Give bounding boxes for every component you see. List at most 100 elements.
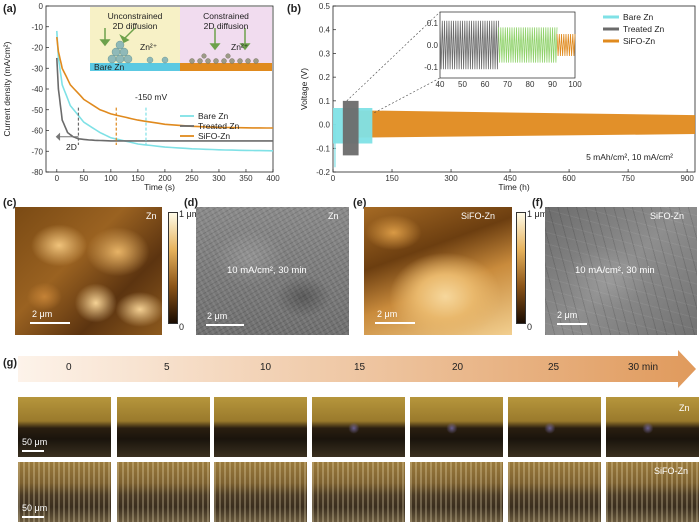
time-arrow-shape — [18, 350, 696, 388]
xtick-label-a: 200 — [158, 174, 172, 183]
label-sifo-f: SiFO-Zn — [650, 211, 685, 221]
ytick-label-a: -60 — [31, 127, 43, 136]
inset-xtick-label: 100 — [568, 80, 582, 89]
inset-xtick-label: 70 — [503, 80, 512, 89]
ytick-label-b: -0.1 — [316, 144, 330, 153]
scalebar-f — [557, 323, 587, 325]
xtick-label-a: 150 — [131, 174, 145, 183]
inset-ytick-label: 0.0 — [427, 41, 439, 50]
scale-d: 2 μm — [207, 311, 228, 321]
inset-schematic-a: Unconstrained 2D diffusion Constrained 2… — [90, 7, 272, 72]
inset-left-base — [90, 63, 180, 71]
ytick-label-b: 0.0 — [319, 121, 331, 130]
frame-sifo — [18, 462, 111, 522]
frame-zn — [214, 397, 307, 457]
colorbar-c-top: 1 μm — [179, 209, 200, 219]
ylabel-b: Voltage (V) — [299, 68, 309, 110]
inset-xtick-label: 90 — [548, 80, 557, 89]
frame-zn — [117, 397, 210, 457]
label-zn-d: Zn — [328, 211, 339, 221]
inset-xtick-label: 80 — [526, 80, 535, 89]
scale-c: 2 μm — [32, 309, 53, 319]
time-label-20: 20 — [452, 362, 464, 373]
inset-ion-left: Zn²⁺ — [140, 42, 158, 52]
frame-sifo — [214, 462, 307, 522]
frame-zn — [410, 397, 503, 457]
scalebar-c — [30, 322, 70, 324]
ytick-label-a: 0 — [39, 2, 44, 11]
colorbar-e — [516, 212, 526, 324]
frame-sifo — [312, 462, 405, 522]
frame-sifo — [606, 462, 699, 522]
xtick-label-b: 150 — [385, 174, 399, 183]
ytick-label-b: 0.1 — [319, 97, 331, 106]
label-2d: 2D — [66, 142, 77, 152]
series-band-treated-zn — [342, 100, 359, 156]
scalebar-g1 — [22, 450, 44, 452]
frame-sifo — [508, 462, 601, 522]
time-arrow — [18, 350, 696, 388]
time-label-10: 10 — [260, 362, 272, 373]
frame-zn — [606, 397, 699, 457]
frame-zn — [508, 397, 601, 457]
arrow-2d-head — [55, 132, 61, 141]
series-line-treated-zn — [56, 57, 273, 142]
panel-label-g: (g) — [3, 357, 18, 369]
colorbar-c-bottom: 0 — [179, 322, 185, 332]
series-line-bare-zn — [56, 30, 274, 152]
frame-zn — [312, 397, 405, 457]
xtick-label-a: 250 — [185, 174, 199, 183]
ytick-label-a: -40 — [31, 85, 43, 94]
ylabel-a: Current density (mA/cm²) — [2, 41, 12, 136]
inset-right-base — [180, 63, 272, 71]
panel-label-f: (f) — [532, 197, 543, 209]
legend-label: SiFO-Zn — [198, 131, 230, 141]
legend-label: Bare Zn — [623, 12, 654, 22]
condition-f: 10 mA/cm², 30 min — [575, 265, 655, 276]
legend-label: Bare Zn — [198, 111, 229, 121]
inset-right-text-1: Constrained — [203, 11, 249, 21]
xtick-label-a: 300 — [212, 174, 226, 183]
time-label-25: 25 — [548, 362, 560, 373]
inset-trace — [498, 27, 558, 63]
colorbar-e-bottom: 0 — [527, 322, 533, 332]
legend-label: Treated Zn — [623, 24, 665, 34]
zn-spheres-left — [107, 40, 169, 64]
xlabel-a: Time (s) — [144, 182, 175, 192]
inset-left-text-1: Unconstrained — [108, 11, 163, 21]
ytick-label-a: -10 — [31, 23, 43, 32]
inset-xtick-label: 40 — [436, 80, 445, 89]
time-label-30: 30 min — [628, 362, 659, 373]
ytick-label-a: -30 — [31, 64, 43, 73]
frame-sifo — [117, 462, 210, 522]
xtick-label-b: 450 — [503, 174, 517, 183]
label-zn-c: Zn — [146, 211, 157, 221]
sem-image-sifo — [545, 207, 697, 335]
inset-ion-right: Zn²⁺ — [231, 42, 249, 52]
ytick-label-a: -50 — [31, 106, 43, 115]
xtick-label-b: 300 — [444, 174, 458, 183]
inset-ytick-label: -0.1 — [424, 63, 438, 72]
frame-zn — [18, 397, 111, 457]
inset-connector — [346, 11, 441, 102]
ytick-label-a: -80 — [31, 168, 43, 177]
row-label-sifo: SiFO-Zn — [654, 466, 689, 476]
condition-d: 10 mA/cm², 30 min — [227, 265, 307, 276]
scalebar-g2 — [22, 516, 44, 518]
panel-label-d: (d) — [184, 197, 199, 209]
sem-image-zn — [196, 207, 349, 335]
ytick-label-b: 0.2 — [319, 73, 331, 82]
ytick-label-b: -0.2 — [316, 168, 330, 177]
scalebar-d — [206, 324, 244, 326]
panel-label-a: (a) — [3, 3, 17, 15]
ytick-label-b: 0.4 — [319, 26, 331, 35]
legend-label: SiFO-Zn — [623, 36, 655, 46]
panel-label-c: (c) — [3, 197, 17, 209]
xtick-label-a: 400 — [266, 174, 280, 183]
scale-f: 2 μm — [557, 310, 578, 320]
scale-g1: 50 μm — [22, 437, 48, 447]
row-label-zn: Zn — [679, 403, 690, 413]
time-label-15: 15 — [354, 362, 366, 373]
xtick-label-a: 50 — [79, 174, 88, 183]
chart-a: Unconstrained 2D diffusion Constrained 2… — [2, 2, 280, 192]
